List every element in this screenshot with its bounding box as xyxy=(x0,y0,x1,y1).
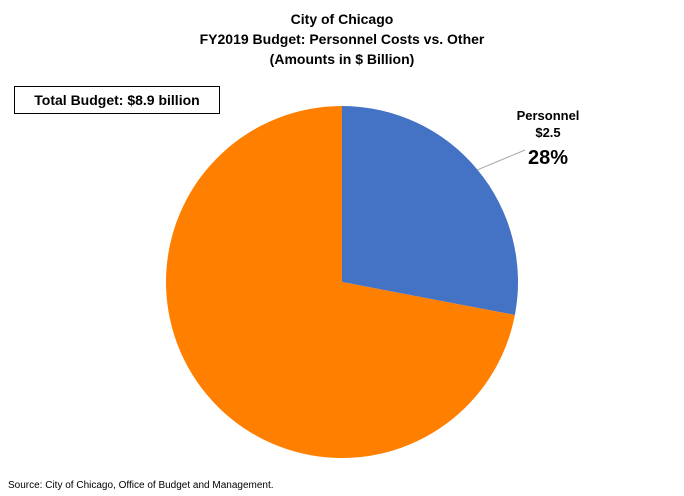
personnel-label-value: $2.5 xyxy=(535,125,560,140)
personnel-leader-line xyxy=(477,149,526,171)
pie-slice-other xyxy=(165,106,515,459)
personnel-label-percent: 28% xyxy=(528,147,568,169)
source-note: Source: City of Chicago, Office of Budge… xyxy=(8,480,274,491)
pie-slices xyxy=(165,106,518,459)
pie-slice-personnel xyxy=(342,106,518,315)
total-budget-box: Total Budget: $8.9 billion xyxy=(14,86,220,114)
title-line-3: (Amounts in $ Billion) xyxy=(269,51,415,67)
title-line-2: FY2019 Budget: Personnel Costs vs. Other xyxy=(199,31,485,47)
chart-title: City of Chicago FY2019 Budget: Personnel… xyxy=(0,9,684,69)
title-line-1: City of Chicago xyxy=(290,11,394,27)
personnel-label-name: Personnel xyxy=(517,108,580,123)
